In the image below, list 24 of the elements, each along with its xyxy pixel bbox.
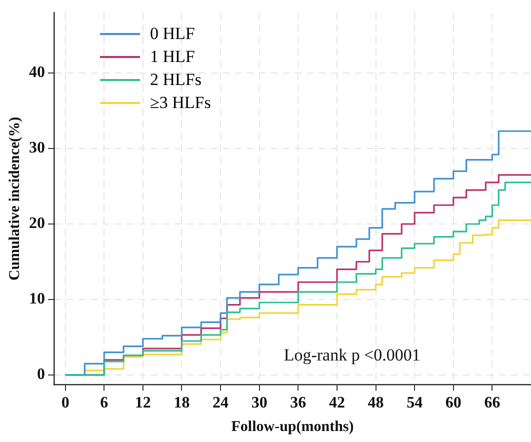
x-tick-label: 6 <box>100 394 108 412</box>
y-tick-label: 40 <box>29 64 45 82</box>
x-axis-title: Follow-up(months) <box>231 418 354 435</box>
y-tick-label: 0 <box>37 366 45 384</box>
x-tick-label: 18 <box>174 394 190 412</box>
y-axis-title: Cumulative incidence(%) <box>6 116 23 281</box>
x-tick-label: 36 <box>290 394 306 412</box>
legend-label: 2 HLFs <box>150 69 202 91</box>
y-tick-label: 30 <box>29 140 45 157</box>
x-tick-label: 0 <box>61 394 70 412</box>
x-tick-label: 12 <box>134 394 151 412</box>
x-tick-label: 54 <box>406 394 423 412</box>
legend-label: 0 HLF <box>150 23 195 45</box>
x-tick-label: 66 <box>484 394 500 412</box>
y-tick-label: 10 <box>29 290 45 308</box>
legend-label: ≥3 HLFs <box>150 92 211 114</box>
x-tick-label: 60 <box>445 394 462 412</box>
x-tick-label: 24 <box>212 394 229 412</box>
x-tick-label: 48 <box>368 394 384 412</box>
x-tick-label: 30 <box>251 394 268 412</box>
y-tick-label: 20 <box>29 215 45 232</box>
x-tick-label: 42 <box>328 394 345 412</box>
annotation: Log-rank p <0.0001 <box>284 345 420 364</box>
legend-label: 1 HLF <box>150 46 195 68</box>
